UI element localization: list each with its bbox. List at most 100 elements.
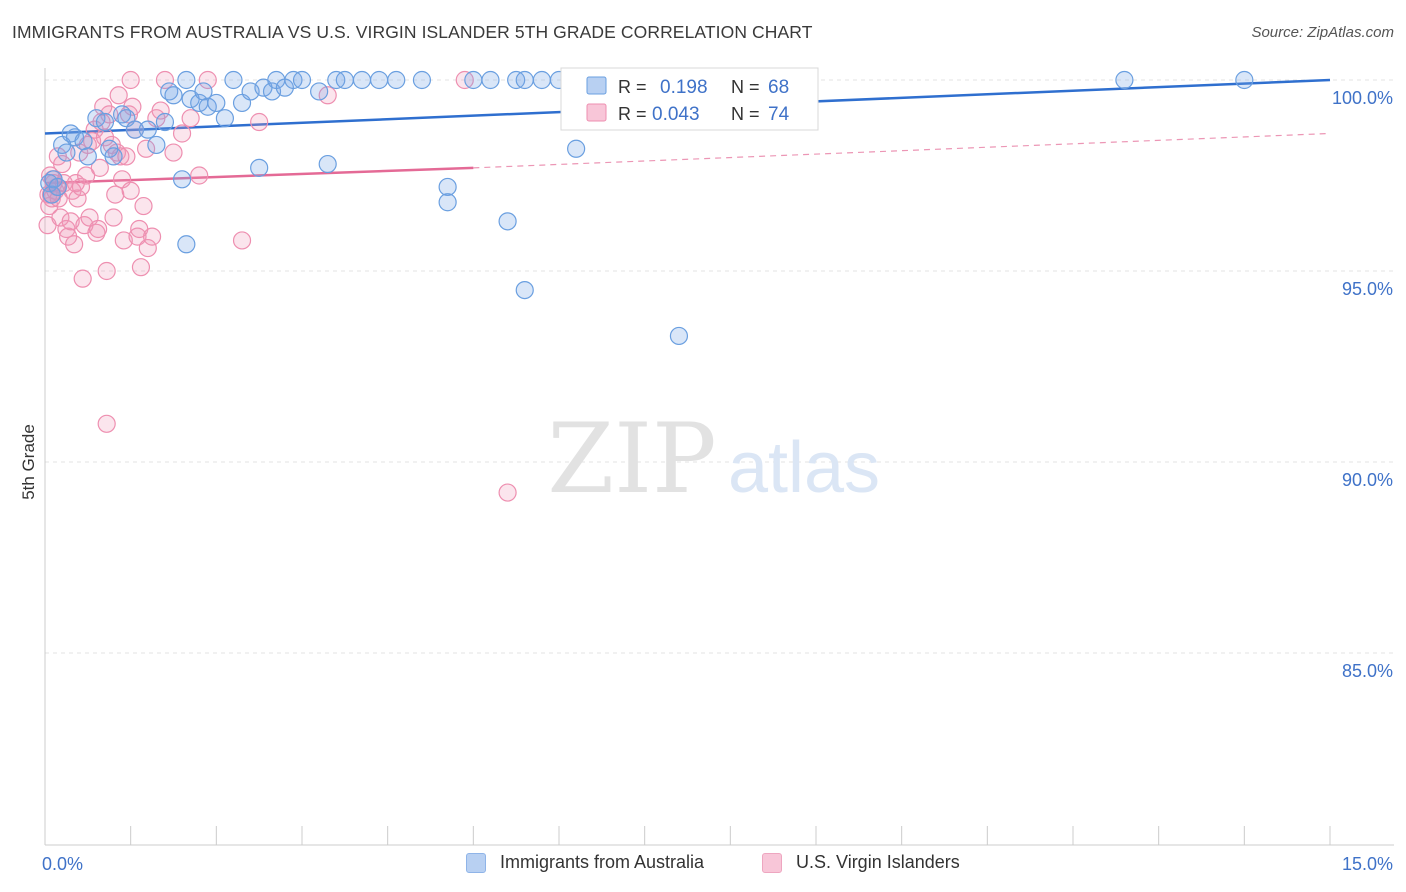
point-virgin-islanders [73, 269, 92, 288]
point-virgin-islanders [232, 231, 252, 250]
point-australia [48, 177, 67, 197]
watermark: ZIP atlas [547, 403, 880, 515]
legend-australia-label: Immigrants from Australia [500, 852, 705, 872]
legend-virgin-islanders-swatch [762, 852, 782, 873]
point-virgin-islanders [198, 70, 217, 90]
point-australia [1235, 70, 1254, 90]
tick-labels: 100.0% 95.0% 90.0% 85.0% 0.0% 15.0% [42, 88, 1393, 874]
legend-blue-n-value: 68 [768, 77, 789, 98]
point-virgin-islanders [97, 414, 116, 433]
series-legend: Immigrants from Australia U.S. Virgin Is… [0, 852, 1406, 878]
point-virgin-islanders [128, 227, 147, 246]
point-virgin-islanders [250, 112, 269, 132]
y-tick-label: 85.0% [1342, 661, 1393, 681]
legend-blue-swatch [586, 76, 607, 95]
point-australia [412, 70, 432, 90]
series-us-virgin-islanders [38, 70, 517, 502]
y-tick-label: 100.0% [1332, 88, 1393, 108]
gridlines [45, 79, 1394, 654]
point-australia [74, 132, 93, 151]
point-australia [138, 120, 157, 139]
point-australia [125, 120, 145, 139]
watermark-atlas: atlas [728, 428, 880, 508]
legend-pink-r-label: R = [618, 104, 647, 124]
point-virgin-islanders [117, 147, 136, 166]
point-australia [95, 112, 115, 132]
y-axis-label: 5th Grade [19, 424, 38, 500]
point-australia [207, 93, 226, 113]
y-axis-label-group: 5th Grade [19, 424, 38, 500]
y-tick-label: 95.0% [1342, 279, 1393, 299]
point-virgin-islanders [71, 177, 91, 197]
point-australia [104, 147, 123, 166]
point-australia [87, 109, 106, 128]
point-australia [515, 281, 534, 300]
point-australia [177, 70, 196, 90]
point-australia [250, 158, 269, 177]
x-tick-label: 0.0% [42, 854, 83, 874]
point-virgin-islanders [65, 235, 84, 254]
point-virgin-islanders [109, 86, 128, 105]
point-virgin-islanders [51, 208, 70, 227]
point-australia [65, 128, 85, 147]
watermark-zip: ZIP [547, 403, 716, 515]
point-virgin-islanders [164, 143, 183, 162]
point-australia [215, 109, 234, 128]
point-australia [292, 70, 312, 90]
point-australia [198, 97, 217, 116]
point-virgin-islanders [181, 109, 200, 128]
point-virgin-islanders [90, 158, 109, 177]
point-australia [335, 70, 354, 90]
point-australia [352, 70, 372, 90]
legend-virgin-islanders-label: U.S. Virgin Islanders [796, 852, 960, 872]
point-australia [1115, 70, 1134, 90]
point-virgin-islanders [123, 97, 142, 116]
point-australia [669, 326, 689, 346]
legend-pink-r-value: 0.043 [652, 104, 700, 125]
point-australia [177, 235, 196, 254]
legend-item-australia: Immigrants from Australia [466, 852, 704, 873]
point-virgin-islanders [85, 120, 104, 139]
point-australia [172, 170, 192, 189]
point-australia [481, 70, 500, 90]
point-australia [78, 147, 97, 166]
legend-pink-n-value: 74 [768, 104, 790, 125]
point-australia [370, 70, 389, 90]
point-virgin-islanders [498, 483, 517, 502]
legend-pink-n-label: N = [731, 104, 760, 124]
legend-australia-swatch [466, 852, 486, 873]
point-australia [155, 112, 175, 132]
point-virgin-islanders [121, 181, 140, 200]
point-australia [147, 135, 166, 155]
point-australia [387, 70, 406, 90]
point-virgin-islanders [172, 124, 192, 143]
point-virgin-islanders [134, 196, 153, 216]
y-tick-label: 90.0% [1342, 470, 1393, 490]
point-virgin-islanders [53, 154, 72, 174]
point-virgin-islanders [121, 70, 140, 90]
point-virgin-islanders [136, 139, 156, 158]
point-virgin-islanders [89, 219, 108, 239]
point-australia [515, 70, 534, 90]
point-australia [310, 82, 329, 101]
point-virgin-islanders [77, 166, 96, 185]
point-australia [567, 139, 586, 158]
point-australia [438, 177, 457, 197]
point-virgin-islanders [318, 86, 337, 105]
point-virgin-islanders [104, 208, 123, 227]
legend-blue-n-label: N = [731, 77, 760, 97]
trend-line-virgin-islanders [44, 166, 474, 185]
point-virgin-islanders [106, 185, 125, 204]
point-virgin-islanders [61, 212, 80, 231]
legend-blue-r-value: 0.198 [660, 77, 708, 98]
point-australia [164, 86, 183, 105]
point-australia [464, 70, 483, 90]
point-australia [532, 70, 551, 90]
point-australia [224, 70, 243, 90]
point-virgin-islanders [151, 101, 170, 120]
source-label: Source: ZipAtlas.com [1251, 24, 1394, 41]
point-virgin-islanders [68, 189, 87, 208]
legend-pink-swatch [586, 103, 607, 122]
point-virgin-islanders [95, 128, 115, 147]
